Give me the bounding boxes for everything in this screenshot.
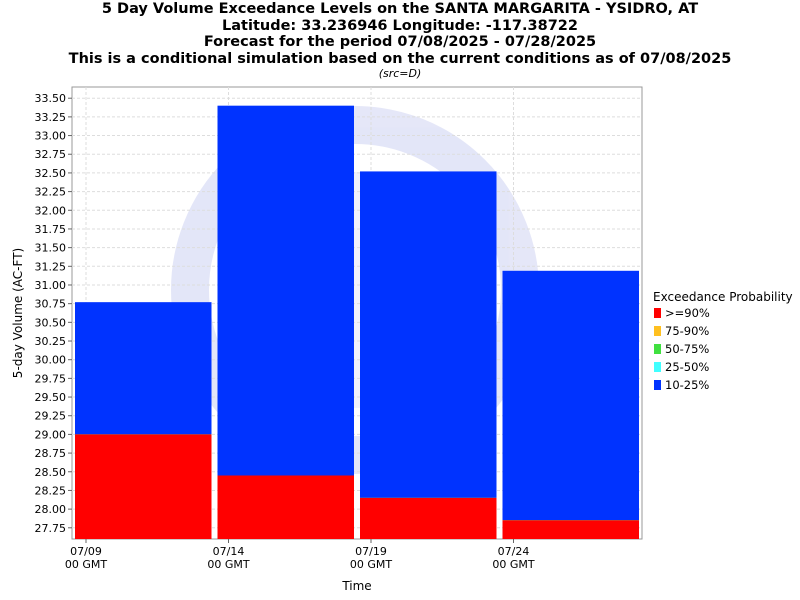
y-tick-label: 30.50	[35, 316, 67, 329]
x-tick-date: 07/09	[70, 545, 102, 558]
x-tick-time: 00 GMT	[492, 558, 535, 571]
x-tick-time: 00 GMT	[65, 558, 108, 571]
legend: Exceedance Probability >=90% 75-90% 50-75%…	[653, 290, 793, 392]
y-tick-label: 29.50	[35, 391, 67, 404]
y-tick-label: 32.50	[35, 167, 67, 180]
legend-swatch	[654, 362, 661, 372]
y-tick-label: 31.75	[35, 223, 67, 236]
y-tick-label: 33.25	[35, 111, 67, 124]
y-tick-label: 32.75	[35, 148, 67, 161]
chart-title-line-4: This is a conditional simulation based o…	[68, 50, 732, 67]
y-tick-label: 28.00	[35, 503, 67, 516]
y-tick-label: 31.25	[35, 260, 67, 273]
y-tick-label: 28.50	[35, 466, 67, 479]
x-tick-date: 07/24	[498, 545, 530, 558]
bar-07-19-1025	[360, 171, 497, 539]
y-tick-label: 28.75	[35, 447, 67, 460]
legend-label: 25-50%	[665, 360, 709, 374]
y-tick-label: 32.25	[35, 186, 67, 199]
bar-07-09-90	[75, 434, 212, 539]
bar-07-14-90	[217, 475, 354, 539]
y-tick-label: 33.50	[35, 92, 67, 105]
y-tick-label: 30.00	[35, 354, 67, 367]
x-tick-time: 00 GMT	[207, 558, 250, 571]
x-axis-label: Time	[341, 579, 371, 593]
bars-group	[75, 105, 639, 540]
y-tick-label: 28.25	[35, 484, 67, 497]
legend-swatch	[654, 326, 661, 336]
y-tick-label: 29.25	[35, 410, 67, 423]
y-tick-label: 27.75	[35, 522, 67, 535]
y-tick-label: 29.75	[35, 372, 67, 385]
legend-swatch	[654, 308, 661, 318]
chart-title-line-2: Latitude: 33.236946 Longitude: -117.3872…	[222, 17, 578, 34]
legend-label: 75-90%	[665, 324, 709, 338]
y-tick-label: 31.50	[35, 242, 67, 255]
chart-title-line-3: Forecast for the period 07/08/2025 - 07/…	[203, 34, 597, 50]
chart-subtitle: (src=D)	[378, 67, 422, 80]
legend-label: 10-25%	[665, 378, 709, 392]
legend-swatch	[654, 380, 661, 390]
bar-07-24-90	[502, 520, 639, 539]
y-tick-label: 30.75	[35, 298, 67, 311]
legend-label: 50-75%	[665, 342, 709, 356]
legend-title: Exceedance Probability	[653, 290, 793, 304]
legend-label: >=90%	[665, 306, 710, 320]
x-tick-date: 07/14	[213, 545, 245, 558]
y-tick-label: 33.00	[35, 130, 67, 143]
x-tick-time: 00 GMT	[350, 558, 393, 571]
y-axis-label: 5-day Volume (AC-FT)	[11, 248, 25, 378]
y-tick-label: 29.00	[35, 428, 67, 441]
y-axis: 27.75 28.00 28.25 28.50 28.75 29.00 29.25 29.50…	[35, 92, 72, 535]
y-tick-label: 32.00	[35, 204, 67, 217]
y-tick-label: 30.25	[35, 335, 67, 348]
bar-07-24-1025	[502, 270, 639, 539]
chart-title-line-1: 5 Day Volume Exceedance Levels on the SA…	[101, 1, 699, 17]
chart-titles: 5 Day Volume Exceedance Levels on the SA…	[0, 0, 800, 81]
x-tick-date: 07/19	[355, 545, 387, 558]
bar-07-19-90	[360, 497, 497, 539]
legend-swatch	[654, 344, 661, 354]
y-tick-label: 31.00	[35, 279, 67, 292]
bar-07-14-1025	[217, 105, 354, 540]
